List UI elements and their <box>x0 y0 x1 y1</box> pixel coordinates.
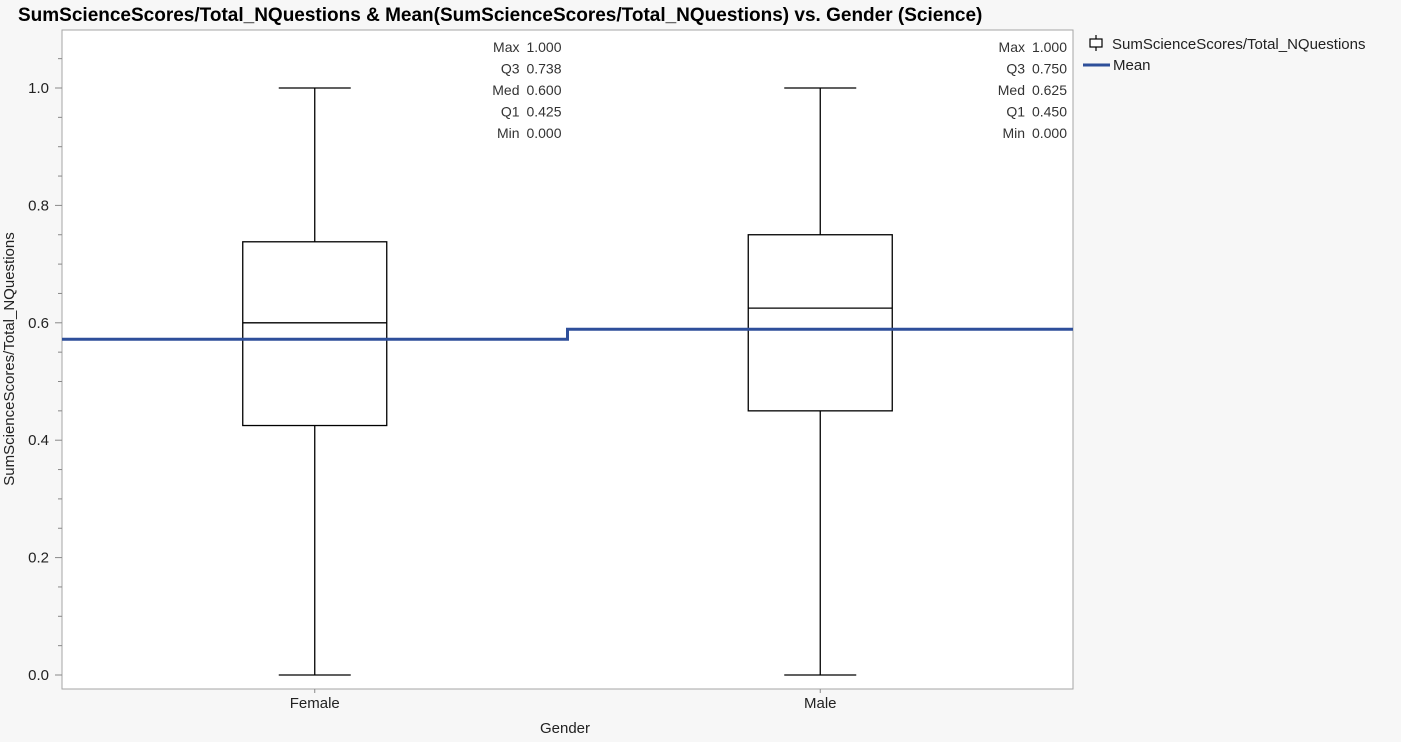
y-tick-label: 0.0 <box>28 667 49 684</box>
stat-value: 0.600 <box>526 82 561 98</box>
plot-area <box>61 29 1074 690</box>
stat-label: Q3 <box>1006 61 1025 77</box>
legend-label-box: SumScienceScores/Total_NQuestions <box>1112 36 1365 53</box>
y-tick-label: 0.8 <box>28 197 49 214</box>
box-icon <box>1089 38 1103 48</box>
stat-value: 0.450 <box>1032 104 1067 120</box>
stat-value: 0.000 <box>526 125 561 141</box>
y-tick-label: 0.6 <box>28 315 49 332</box>
stat-value: 1.000 <box>1032 39 1067 55</box>
stat-label: Min <box>1002 125 1025 141</box>
iqr-box <box>747 234 893 412</box>
boxes-layer <box>242 87 893 676</box>
y-axis-label: SumScienceScores/Total_NQuestions <box>1 232 18 485</box>
stat-label: Q3 <box>501 61 520 77</box>
stat-value: 0.750 <box>1032 61 1067 77</box>
stat-value: 0.625 <box>1032 82 1067 98</box>
stat-value: 0.425 <box>526 104 561 120</box>
stat-label: Max <box>493 39 519 55</box>
stat-label: Q1 <box>501 104 520 120</box>
x-axis-label: Gender <box>540 720 590 737</box>
stat-label: Min <box>497 125 520 141</box>
chart-title: SumScienceScores/Total_NQuestions & Mean… <box>18 5 982 26</box>
mean-layer <box>62 327 1073 341</box>
box-female <box>242 87 388 676</box>
stat-label: Max <box>999 39 1025 55</box>
x-category-label: Female <box>290 695 340 712</box>
legend-label-mean: Mean <box>1113 57 1151 74</box>
stats-layer: Max 1.000 Q3 0.738 Med 0.600 Q1 0.425 Min 0.000 Ma… <box>492 39 1067 141</box>
stat-value: 0.738 <box>526 61 561 77</box>
legend: SumScienceScores/Total_NQuestions Mean <box>1083 35 1365 74</box>
y-axis: 0.0 0.2 0.4 0.6 0.8 1.0 <box>28 58 62 684</box>
stat-value: 1.000 <box>526 39 561 55</box>
x-axis: Female Male <box>290 689 837 712</box>
stat-label: Med <box>998 82 1025 98</box>
y-tick-label: 0.2 <box>28 550 49 567</box>
iqr-box <box>242 241 388 427</box>
y-tick-label: 0.4 <box>28 432 49 449</box>
stat-label: Med <box>492 82 519 98</box>
stat-label: Q1 <box>1006 104 1025 120</box>
x-category-label: Male <box>804 695 837 712</box>
legend-item-box: SumScienceScores/Total_NQuestions <box>1089 35 1365 53</box>
stat-value: 0.000 <box>1032 125 1067 141</box>
y-tick-label: 1.0 <box>28 80 49 97</box>
mean-line <box>62 327 1073 341</box>
legend-item-mean: Mean <box>1083 57 1151 74</box>
box-male <box>747 87 893 676</box>
